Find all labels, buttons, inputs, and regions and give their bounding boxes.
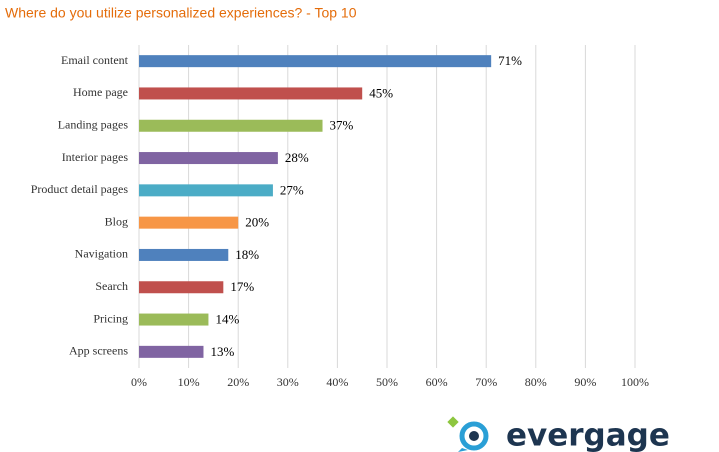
value-label: 13% [210,344,234,359]
y-tick-label: Landing pages [58,118,129,132]
chart-title: Where do you utilize personalized experi… [5,5,357,21]
x-tick-label: 100% [621,375,649,389]
brand-name: evergage [506,418,670,452]
bar [139,248,229,261]
logo-dot [469,431,479,441]
value-label: 14% [215,312,239,327]
x-tick-label: 50% [376,375,398,389]
x-tick-label: 40% [326,375,348,389]
y-tick-label: Pricing [93,311,128,325]
x-tick-label: 60% [426,375,448,389]
y-tick-label: Interior pages [62,150,129,164]
bar [139,184,273,197]
value-label: 20% [245,215,269,230]
value-label: 45% [369,85,393,100]
value-label: 18% [235,247,259,262]
x-tick-label: 90% [574,375,596,389]
x-tick-label: 70% [475,375,497,389]
y-tick-label: Email content [61,53,129,67]
value-label: 71% [498,53,522,68]
y-tick-label: Home page [73,85,128,99]
y-tick-label: Navigation [75,247,128,261]
bar [139,281,224,294]
brand-logo: evergage [447,416,670,452]
bar [139,216,239,229]
value-label: 27% [280,182,304,197]
logo-gem [447,416,459,428]
x-tick-label: 80% [525,375,547,389]
value-label: 37% [330,118,354,133]
y-tick-label: App screens [69,344,128,358]
y-tick-label: Search [95,279,128,293]
logo-tail [458,448,468,452]
x-tick-label: 10% [178,375,200,389]
value-label: 17% [230,279,254,294]
y-tick-label: Blog [105,214,128,228]
x-tick-label: 20% [227,375,249,389]
y-tick-label: Product detail pages [31,182,129,196]
logo-ring [459,421,489,451]
bar [139,87,363,100]
x-tick-label: 0% [131,375,147,389]
bar [139,119,323,132]
bar [139,345,204,358]
bar [139,152,278,165]
x-tick-label: 30% [277,375,299,389]
value-label: 28% [285,150,309,165]
bar [139,55,492,68]
bar [139,313,209,326]
